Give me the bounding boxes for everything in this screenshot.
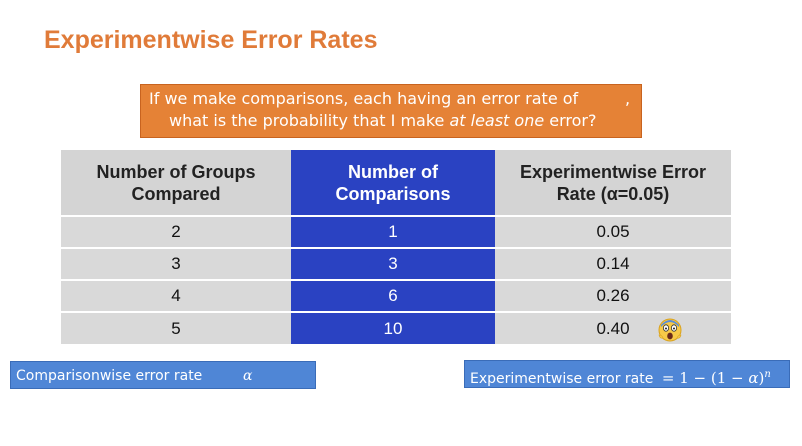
cell-error-rate: 0.14	[495, 248, 731, 281]
cell-groups: 2	[61, 216, 291, 249]
cell-error-rate: 0.26	[495, 280, 731, 313]
question-line-1-suffix: ,	[625, 89, 631, 108]
screaming-face-icon	[658, 318, 682, 342]
cell-comparisons: 6	[291, 280, 495, 313]
cell-groups: 4	[61, 280, 291, 313]
table-header-row: Number of Groups Compared Number of Compar…	[61, 150, 731, 217]
experimentwise-formula: = 1 − (1 − α)n	[662, 369, 771, 387]
question-callout: If we make comparisons, each having an e…	[140, 84, 642, 138]
question-emphasis: at least one	[449, 111, 545, 130]
question-line-2-prefix: what is the probability that I make	[169, 111, 450, 130]
experimentwise-label: Experimentwise error rate	[470, 371, 654, 387]
page-title: Experimentwise Error Rates	[44, 26, 378, 54]
comparisonwise-error-rate-box: Comparisonwise error rate α	[10, 361, 316, 389]
question-line-1: If we make comparisons, each having an e…	[149, 89, 579, 108]
header-comparisons: Number of Comparisons	[291, 150, 495, 217]
header-groups-label: Number of Groups Compared	[96, 161, 256, 204]
cell-comparisons: 10	[291, 312, 495, 344]
table-row: 5 10 0.40	[61, 312, 731, 344]
cell-error-rate: 0.05	[495, 216, 731, 249]
header-groups: Number of Groups Compared	[61, 150, 291, 217]
formula-alpha: α	[748, 369, 759, 387]
header-error-rate: Experimentwise Error Rate (α=0.05)	[495, 150, 731, 217]
header-error-rate-label: Experimentwise Error Rate (α=0.05)	[519, 161, 707, 204]
formula-equals: =	[661, 369, 675, 387]
formula-exponent: n	[764, 369, 771, 380]
formula-part-a: 1 − (1 −	[679, 369, 749, 387]
cell-comparisons: 3	[291, 248, 495, 281]
cell-comparisons: 1	[291, 216, 495, 249]
cell-groups: 3	[61, 248, 291, 281]
cell-groups: 5	[61, 312, 291, 344]
question-line-2: what is the probability that I make at l…	[169, 110, 597, 132]
header-comparisons-label: Number of Comparisons	[335, 161, 451, 204]
formula-part-b: )	[758, 369, 765, 387]
error-rate-table: Number of Groups Compared Number of Compar…	[61, 150, 731, 344]
table-row: 2 1 0.05	[61, 216, 731, 249]
comparisonwise-label: Comparisonwise error rate	[16, 368, 203, 384]
experimentwise-error-rate-box: Experimentwise error rate = 1 − (1 − α)n	[464, 360, 790, 388]
cell-error-rate-value: 0.40	[596, 318, 630, 338]
cell-error-rate: 0.40	[495, 312, 731, 344]
table-row: 3 3 0.14	[61, 248, 731, 281]
table-row: 4 6 0.26	[61, 280, 731, 313]
alpha-symbol: α	[243, 368, 253, 384]
question-line-2-suffix: error?	[544, 111, 597, 130]
